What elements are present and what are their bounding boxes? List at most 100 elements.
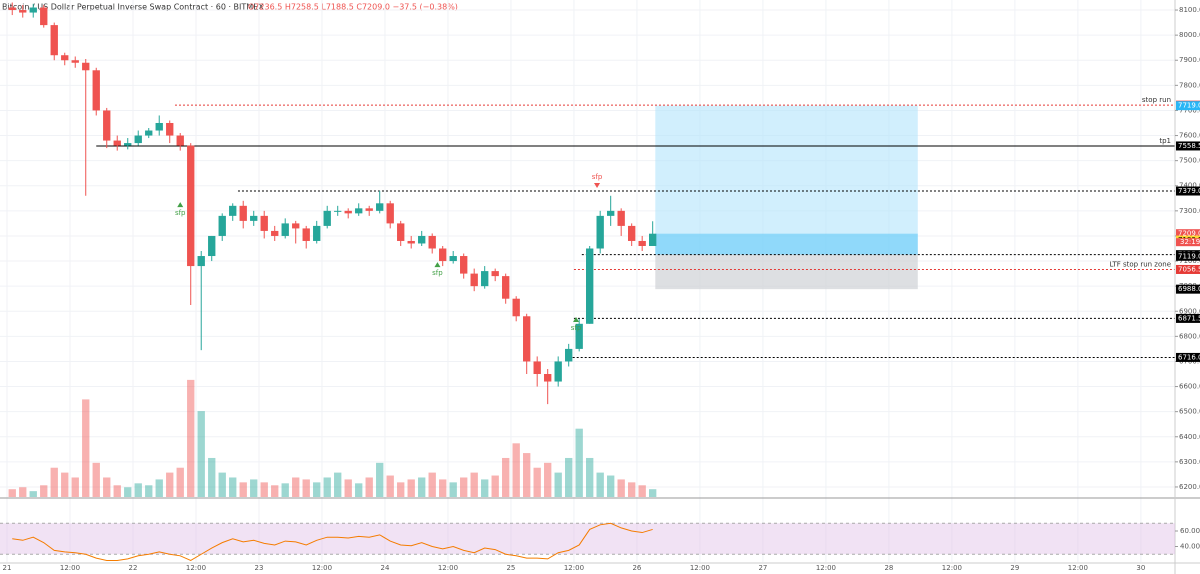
volume-bar <box>313 482 321 497</box>
stop-zone <box>655 254 918 290</box>
volume-bar <box>512 443 520 497</box>
level-price-label-bg <box>1176 352 1200 362</box>
candle-body <box>407 240 415 244</box>
volume-bar <box>145 485 153 497</box>
candle-body <box>113 140 121 146</box>
price-label: 7119.0 <box>1178 252 1200 260</box>
price-label: 6988.0 <box>1178 285 1200 293</box>
volume-bar <box>491 475 499 497</box>
volume-bar <box>260 482 268 497</box>
candle-body <box>124 143 132 146</box>
target-zone <box>655 105 918 255</box>
candle-body <box>607 210 615 216</box>
candle-body <box>40 7 48 26</box>
candle-body <box>512 298 520 317</box>
volume-bar <box>239 482 247 497</box>
volume-bar <box>323 477 331 497</box>
x-tick-label: 12:00 <box>1068 564 1088 572</box>
volume-bar <box>586 457 594 497</box>
countdown: 32:19 <box>1180 238 1200 246</box>
candle-body <box>481 271 489 287</box>
volume-bar <box>82 399 90 497</box>
signal-text: sfp <box>175 209 186 217</box>
candle-body <box>533 361 541 375</box>
volume-bar <box>292 477 300 497</box>
volume-bar <box>334 472 342 497</box>
volume-bar <box>628 482 636 497</box>
candle-body <box>29 7 37 13</box>
candle-body <box>397 223 405 241</box>
x-tick-label: 28 <box>884 564 893 572</box>
rsi-tick-label: 40.00 <box>1180 543 1200 551</box>
volume-bar <box>302 479 310 497</box>
level-price-label-bg <box>1176 313 1200 323</box>
candle-body <box>323 210 331 226</box>
candle-body <box>628 225 636 241</box>
x-tick-label: 22 <box>129 564 138 572</box>
volume-bar <box>481 479 489 497</box>
candle-body <box>575 323 583 349</box>
signal-marker <box>177 202 184 208</box>
candle-body <box>523 316 531 362</box>
volume-bar <box>386 475 394 497</box>
candle-body <box>365 208 373 211</box>
y-tick-label: 6600.0 <box>1179 383 1200 391</box>
x-tick-label: 12:00 <box>690 564 710 572</box>
candle-body <box>596 215 604 249</box>
volume-bar <box>229 477 237 497</box>
y-tick-label: 7500.0 <box>1179 157 1200 165</box>
volume-bar <box>533 467 541 497</box>
candle-body <box>470 273 478 287</box>
candle-body <box>239 205 247 221</box>
volume-bar <box>71 477 79 497</box>
candle-body <box>50 25 58 56</box>
candle-body <box>92 70 100 111</box>
candle-body <box>554 361 562 382</box>
x-tick-label: 12:00 <box>942 564 962 572</box>
candle-body <box>103 110 111 141</box>
candle-body <box>344 210 352 214</box>
y-tick-label: 7900.0 <box>1179 56 1200 64</box>
candle-body <box>449 256 457 262</box>
candle-body <box>302 228 310 241</box>
x-tick-label: 30 <box>1136 564 1145 572</box>
volume-bar <box>124 487 132 497</box>
price-label-bg <box>1176 101 1200 111</box>
candle-body <box>187 145 195 267</box>
y-tick-label: 6300.0 <box>1179 458 1200 466</box>
candle-body <box>313 225 321 241</box>
volume-bar <box>61 472 69 497</box>
candle-body <box>460 256 468 274</box>
y-tick-label: 8000.0 <box>1179 31 1200 39</box>
volume-bar <box>596 472 604 497</box>
candle-body <box>71 60 79 63</box>
volume-bar <box>40 485 48 497</box>
candle-body <box>386 203 394 224</box>
candle-body <box>176 135 184 146</box>
candle-body <box>491 271 499 277</box>
y-tick-label: 7300.0 <box>1179 207 1200 215</box>
volume-bar <box>470 472 478 497</box>
rsi-tick-label: 60.00 <box>1180 527 1200 535</box>
volume-bar <box>418 477 426 497</box>
price-label-bg <box>1176 229 1200 239</box>
level-text: LTF stop run zone <box>1110 260 1171 268</box>
volume-bar <box>449 482 457 497</box>
volume-bar <box>397 482 405 497</box>
candle-body <box>638 240 646 246</box>
candle-body <box>271 230 279 236</box>
signal-marker <box>434 262 441 268</box>
y-tick-label: 6200.0 <box>1179 483 1200 491</box>
candle-body <box>439 248 447 262</box>
candle-body <box>229 205 237 216</box>
candle-body <box>197 256 205 267</box>
volume-bar <box>544 462 552 497</box>
candle-body <box>218 215 226 236</box>
candle-body <box>166 122 174 136</box>
candle-body <box>208 235 216 257</box>
price-axis-bg <box>1176 0 1200 497</box>
volume-bar <box>281 483 289 497</box>
y-tick-label: 7600.0 <box>1179 132 1200 140</box>
x-tick-label: 24 <box>380 564 389 572</box>
volume-bar <box>607 475 615 497</box>
